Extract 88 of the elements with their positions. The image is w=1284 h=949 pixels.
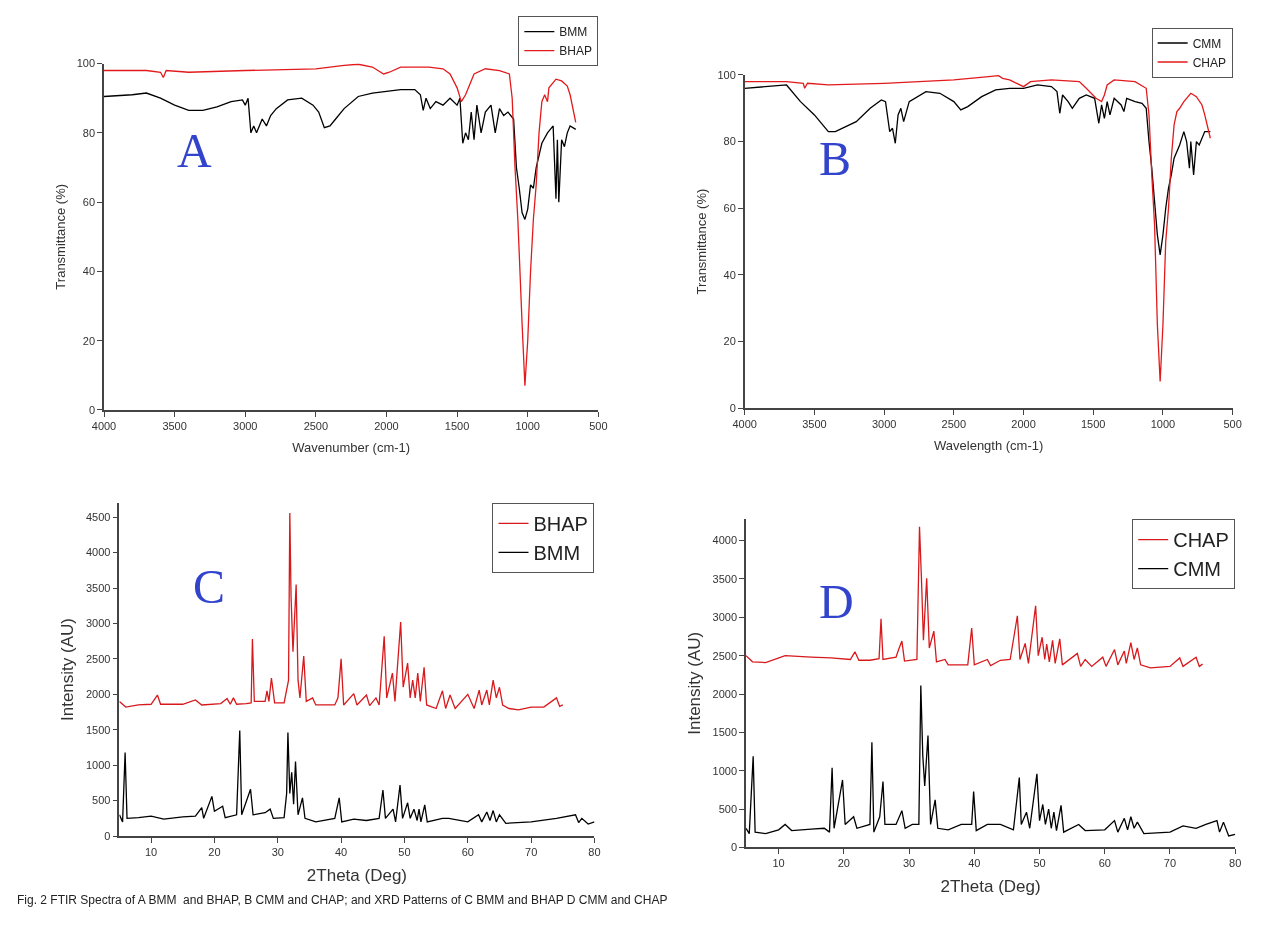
line-series: [744, 84, 1211, 256]
x-tick-label: 1000: [1150, 418, 1176, 431]
x-tick-label: 1000: [515, 419, 540, 432]
y-tick-label: 60: [82, 195, 96, 208]
x-tick-label: 70: [1163, 857, 1177, 870]
y-tick-label: 2000: [85, 688, 111, 701]
y-tick-label: 100: [717, 68, 736, 81]
x-tick-label: 40: [968, 857, 981, 870]
y-axis-title: Transmittance (%): [53, 183, 69, 290]
y-tick-label: 2000: [712, 687, 738, 700]
y-tick-label: 1500: [712, 726, 738, 739]
x-tick-label: 500: [1223, 418, 1242, 431]
x-tick-label: 3500: [802, 418, 827, 431]
x-tick-label: 10: [144, 846, 158, 859]
legend-label: CMM: [1192, 36, 1222, 51]
y-tick-label: 1000: [712, 764, 738, 777]
x-tick-label: 20: [837, 857, 850, 870]
y-tick-label: 4500: [85, 510, 111, 523]
x-tick-label: 50: [398, 846, 411, 859]
annotation: C: [193, 560, 226, 613]
x-tick-label: 3000: [233, 419, 258, 432]
y-axis-title: Intensity (AU): [684, 631, 704, 735]
legend-label: BMM: [533, 542, 581, 565]
x-tick-label: 1500: [1080, 418, 1106, 431]
line-series: [744, 74, 1211, 383]
y-tick-label: 40: [723, 268, 736, 281]
line-series: [104, 88, 577, 221]
y-tick-label: 20: [82, 334, 96, 347]
x-tick-label: 60: [1098, 857, 1111, 870]
y-tick-label: 1500: [85, 723, 111, 736]
x-tick-label: 3000: [871, 418, 897, 431]
y-tick-label: 2500: [85, 652, 111, 665]
x-tick-label: 70: [525, 846, 538, 859]
legend-label: CHAP: [1192, 55, 1226, 70]
x-tick-label: 50: [1033, 857, 1046, 870]
x-axis-title: Wavenumber (cm-1): [292, 440, 411, 456]
y-tick-label: 0: [88, 403, 96, 416]
y-tick-label: 3500: [712, 572, 738, 585]
x-tick-label: 40: [334, 846, 348, 859]
x-axis-title: Wavelength (cm-1): [934, 438, 1044, 454]
legend-label: BHAP: [559, 44, 593, 59]
annotation: B: [819, 132, 852, 185]
x-tick-label: 10: [772, 857, 785, 870]
line-series: [746, 684, 1236, 837]
y-tick-label: 2500: [712, 649, 738, 662]
x-tick-label: 1500: [444, 419, 470, 432]
caption: Fig. 2 FTIR Spectra of A BMM and BHAP, B CMM and CHAP; and XRD Patterns of C BMM and BHAP D CMM and CHAP: [17, 893, 668, 907]
annotation: D: [819, 575, 854, 628]
x-tick-label: 500: [589, 419, 608, 432]
y-tick-label: 3000: [712, 611, 738, 624]
legend-label: CMM: [1173, 558, 1221, 581]
y-tick-label: 0: [104, 829, 111, 842]
y-tick-label: 20: [723, 335, 736, 348]
legend-label: CHAP: [1173, 529, 1229, 552]
legend-label: BHAP: [533, 513, 588, 536]
legend-label: BMM: [559, 25, 588, 40]
y-tick-label: 500: [92, 794, 111, 807]
x-axis-title: 2Theta (Deg): [940, 877, 1041, 897]
x-tick-label: 30: [271, 846, 284, 859]
y-tick-label: 80: [723, 135, 736, 148]
x-tick-label: 2500: [303, 419, 329, 432]
y-tick-label: 60: [723, 202, 736, 215]
y-tick-label: 500: [718, 802, 738, 815]
y-axis-title: Intensity (AU): [58, 618, 78, 722]
x-tick-label: 80: [588, 846, 601, 859]
x-axis-title: 2Theta (Deg): [306, 865, 408, 885]
x-tick-label: 60: [461, 846, 474, 859]
annotation: A: [177, 124, 212, 177]
y-axis-title: Transmittance (%): [693, 188, 709, 295]
line-series: [119, 729, 595, 825]
y-tick-label: 0: [729, 401, 736, 414]
x-tick-label: 3500: [162, 419, 187, 432]
y-tick-label: 4000: [712, 534, 738, 547]
x-tick-label: 30: [902, 857, 916, 870]
y-tick-label: 40: [82, 265, 96, 278]
x-tick-label: 20: [208, 846, 221, 859]
y-tick-label: 1000: [85, 759, 111, 772]
y-tick-label: 0: [730, 841, 738, 854]
y-tick-label: 80: [82, 126, 96, 139]
x-tick-label: 2000: [374, 419, 399, 432]
y-tick-label: 4000: [85, 546, 111, 559]
line-series: [104, 63, 577, 387]
y-tick-label: 3000: [85, 617, 111, 630]
x-tick-label: 2500: [941, 418, 967, 431]
x-tick-label: 2000: [1011, 418, 1036, 431]
y-tick-label: 3500: [85, 581, 111, 594]
x-tick-label: 80: [1229, 857, 1242, 870]
y-tick-label: 100: [76, 57, 96, 70]
